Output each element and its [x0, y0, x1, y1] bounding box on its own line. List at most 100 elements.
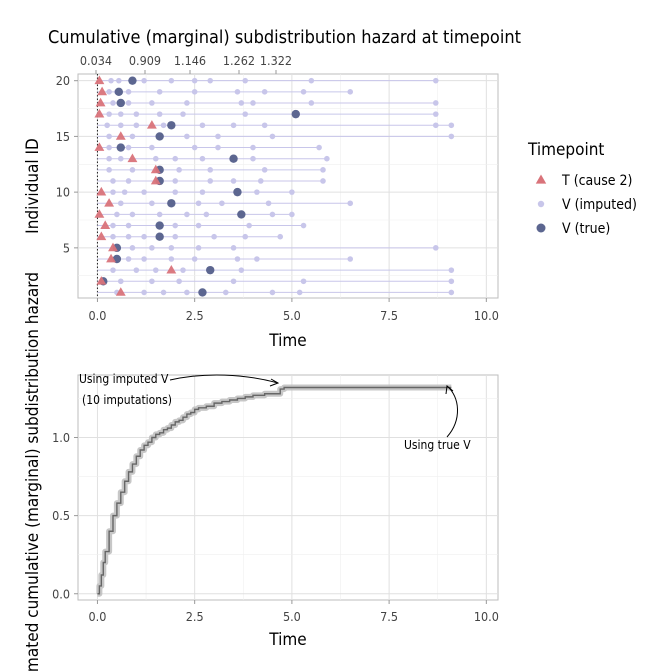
t-cause2-point: [94, 75, 105, 85]
v-imputed-point: [238, 100, 245, 106]
t-cause2-point: [96, 276, 107, 285]
v-true-point: [155, 232, 164, 241]
top-x-axis-label: Time: [268, 331, 306, 351]
top-y-tick-label: 10: [56, 185, 70, 200]
v-imputed-point: [117, 200, 124, 207]
annotation-imputations: (10 imputations): [82, 393, 172, 407]
bottom-x-tick-label: 2.5: [186, 609, 204, 624]
v-imputed-point: [448, 267, 455, 273]
v-imputed-point: [149, 144, 155, 151]
v-imputed-point: [176, 167, 182, 173]
v-true-point: [233, 187, 242, 197]
top-x-tick-label: 10.0: [474, 308, 499, 323]
top-secondary-tick-label: 0.034: [80, 53, 112, 68]
arrow-imputed-head: [269, 378, 280, 387]
t-cause2-point: [97, 86, 108, 96]
bottom-grid: [78, 375, 498, 600]
t-cause2-point: [108, 242, 118, 252]
v-true-point: [229, 154, 238, 163]
v-imputed-point: [215, 144, 221, 151]
v-imputed-point: [448, 278, 455, 285]
v-imputed-point: [347, 256, 354, 262]
legend-marker-t: [535, 174, 547, 184]
top-secondary-tick-label: 1.146: [174, 53, 206, 68]
v-imputed-point: [296, 289, 303, 296]
v-imputed-point: [125, 222, 132, 229]
bottom-annotations: Using imputed V (10 imputations) Using t…: [79, 372, 471, 452]
v-imputed-point: [129, 245, 136, 251]
v-imputed-point: [133, 111, 140, 117]
arrow-true-head: [445, 385, 454, 395]
v-imputed-point: [289, 189, 295, 195]
v-imputed-point: [269, 289, 276, 296]
v-imputed-point: [110, 233, 116, 240]
v-imputed-point: [195, 200, 202, 207]
t-cause2-point: [150, 164, 161, 174]
v-imputed-point: [117, 122, 124, 129]
bottom-y-tick-label: 1.0: [52, 430, 70, 445]
v-imputed-point: [211, 233, 217, 240]
v-imputed-point: [152, 155, 159, 162]
v-imputed-point: [117, 155, 124, 162]
v-imputed-point: [203, 211, 210, 218]
v-imputed-point: [117, 278, 124, 285]
v-imputed-point: [156, 211, 163, 218]
top-individual-rows: [94, 75, 455, 297]
legend-label: T (cause 2): [561, 173, 632, 189]
top-chart-title: Cumulative (marginal) subdistribution ha…: [48, 27, 521, 48]
v-true-point: [167, 199, 176, 208]
top-secondary-tick-label: 0.909: [129, 53, 161, 68]
v-true-point: [155, 221, 164, 230]
v-imputed-point: [269, 133, 276, 140]
v-imputed-point: [316, 144, 322, 151]
top-plot-panel: 0.0 2.5 5.0 7.5 10.0 5 10 15 20 0.034 0.909 1.146…: [56, 53, 499, 323]
v-imputed-point: [133, 267, 140, 273]
v-imputed-point: [191, 89, 198, 95]
legend-marker-v-true: [536, 223, 546, 233]
v-imputed-point: [432, 111, 439, 117]
v-imputed-point: [242, 111, 249, 117]
v-imputed-point: [141, 233, 147, 240]
t-cause2-point: [94, 108, 105, 118]
arrow-true: [446, 385, 458, 438]
v-imputed-point: [432, 77, 439, 84]
v-imputed-point: [152, 267, 159, 273]
arrow-imputed: [169, 374, 279, 384]
v-imputed-point: [180, 267, 186, 273]
top-secondary-tick-label: 1.322: [260, 53, 292, 68]
bottom-plot-panel: 0.0 2.5 5.0 7.5 10.0 0.0 0.5 1.0: [52, 374, 499, 624]
v-imputed-point: [114, 211, 120, 218]
legend-items: T (cause 2) V (imputed) V (true): [535, 173, 637, 237]
bottom-x-ticks: 0.0 2.5 5.0 7.5 10.0: [88, 600, 499, 624]
t-cause2-point: [127, 153, 138, 163]
t-cause2-point: [94, 142, 105, 151]
v-imputed-point: [207, 167, 214, 173]
v-imputed-point: [347, 89, 354, 95]
v-imputed-point: [110, 222, 116, 229]
v-imputed-point: [254, 189, 260, 195]
v-imputed-point: [432, 122, 439, 129]
t-cause2-point: [146, 120, 157, 129]
v-true-point: [291, 109, 300, 119]
bottom-y-tick-label: 0.5: [52, 508, 70, 523]
v-imputed-point: [106, 111, 112, 117]
v-imputed-point: [141, 289, 147, 296]
v-imputed-point: [300, 222, 307, 229]
v-true-point: [206, 265, 215, 275]
v-imputed-point: [110, 100, 116, 106]
v-imputed-point: [448, 133, 455, 140]
v-true-point: [116, 98, 125, 108]
top-secondary-axis: 0.034 0.909 1.146 1.262 1.322: [80, 53, 292, 74]
v-imputed-point: [104, 122, 110, 129]
v-imputed-point: [219, 200, 225, 207]
v-imputed-point: [125, 89, 132, 95]
v-imputed-point: [160, 122, 167, 129]
v-imputed-point: [250, 155, 256, 162]
v-imputed-point: [149, 278, 155, 285]
top-y-tick-label: 5: [63, 240, 70, 255]
v-imputed-point: [265, 200, 272, 207]
v-imputed-point: [230, 178, 237, 184]
v-imputed-point: [215, 133, 221, 140]
v-true-point: [116, 143, 125, 152]
v-imputed-point: [250, 100, 256, 106]
